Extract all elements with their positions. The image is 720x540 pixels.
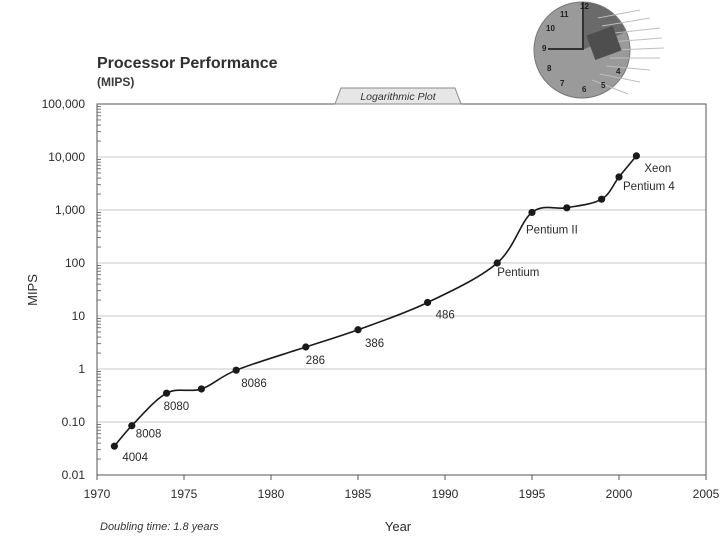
point-label: 486 xyxy=(436,309,455,321)
data-point xyxy=(302,343,310,351)
clock-num-12: 12 xyxy=(580,2,589,11)
plot-tag-text: Logarithmic Plot xyxy=(360,91,436,103)
point-label: 8008 xyxy=(136,429,162,441)
point-label: 8086 xyxy=(241,378,267,390)
y-tick-label: 10,000 xyxy=(48,150,85,164)
point-label: Pentium II xyxy=(526,224,578,236)
x-axis: 1970 1975 1980 1985 1990 1995 2000 2005 xyxy=(84,475,720,501)
y-tick-label: 0.01 xyxy=(62,468,86,482)
clock-num-10: 10 xyxy=(546,24,555,33)
plot-tag: Logarithmic Plot xyxy=(334,87,462,105)
series-line xyxy=(113,155,638,447)
clock-num-7: 7 xyxy=(560,79,565,88)
clock-hand-minute xyxy=(548,48,584,50)
y-tick-label: 1 xyxy=(78,362,85,376)
point-label: Pentium xyxy=(497,267,539,279)
y-tick-label: 0.10 xyxy=(62,415,86,429)
doubling-time-note: Doubling time: 1.8 years xyxy=(100,521,219,533)
y-tick-label: 100 xyxy=(65,256,85,270)
data-point xyxy=(128,422,136,430)
clock-num-5: 5 xyxy=(601,81,606,90)
y-axis-label: MIPS xyxy=(25,274,40,306)
point-labels: 4004 8008 8080 8086 286 386 486 Pentium Pentium … xyxy=(122,163,675,464)
clock-chip-icon: 12 11 10 9 8 7 6 5 4 xyxy=(533,1,665,99)
clock-num-6: 6 xyxy=(582,85,587,94)
data-point xyxy=(615,173,623,181)
point-label: 286 xyxy=(306,355,325,367)
y-tick-label: 1,000 xyxy=(55,203,85,217)
x-axis-label: Year xyxy=(385,519,412,534)
data-points xyxy=(110,152,641,450)
clock-num-8: 8 xyxy=(547,64,552,73)
plot-frame xyxy=(96,103,707,476)
chart-subtitle: (MIPS) xyxy=(97,75,134,89)
point-label: Xeon xyxy=(644,163,671,175)
clock-hand xyxy=(582,2,584,50)
clock-num-11: 11 xyxy=(560,10,569,19)
x-tick-label: 1985 xyxy=(345,487,372,501)
point-label: 4004 xyxy=(122,452,148,464)
data-point xyxy=(563,204,571,212)
y-tick-label: 100,000 xyxy=(42,97,86,111)
data-point xyxy=(598,195,606,203)
chip-icon xyxy=(586,25,622,61)
x-tick-label: 2000 xyxy=(606,487,633,501)
plot-tag-tab xyxy=(334,87,462,105)
point-label: Pentium 4 xyxy=(623,181,675,193)
clock-num-4: 4 xyxy=(616,67,621,76)
data-point xyxy=(493,259,501,267)
data-point xyxy=(232,366,240,374)
data-point xyxy=(163,389,171,397)
point-label: 8080 xyxy=(164,401,190,413)
data-point xyxy=(424,298,432,307)
x-tick-label: 1975 xyxy=(171,487,198,501)
data-point xyxy=(632,152,641,160)
data-point xyxy=(528,208,536,217)
x-tick-label: 1995 xyxy=(519,487,546,501)
clock-num-9: 9 xyxy=(542,44,547,53)
x-tick-label: 2005 xyxy=(693,487,720,501)
y-axis: 0.01 0.10 1 10 100 1,000 10,000 100,000 xyxy=(42,97,86,482)
chart-title: Processor Performance xyxy=(97,55,278,72)
data-point xyxy=(354,326,362,334)
grid xyxy=(97,156,706,423)
data-point xyxy=(110,442,118,450)
point-label: 386 xyxy=(365,338,384,350)
y-tick-label: 10 xyxy=(72,309,86,323)
minor-ticks xyxy=(97,106,101,460)
x-tick-label: 1970 xyxy=(84,487,111,501)
x-tick-label: 1980 xyxy=(258,487,285,501)
x-tick-label: 1990 xyxy=(432,487,459,501)
data-point xyxy=(197,385,205,393)
